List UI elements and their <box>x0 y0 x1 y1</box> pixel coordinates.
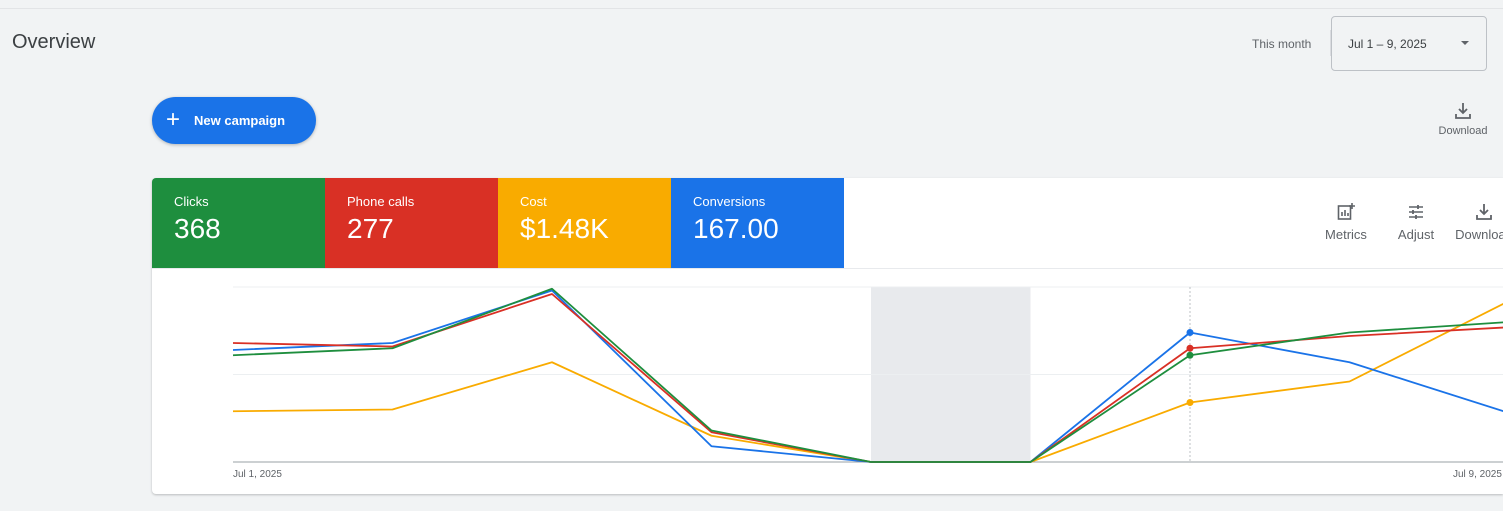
period-label: This month <box>1252 37 1312 51</box>
series-line <box>232 287 1503 463</box>
chart-download-button[interactable]: Download <box>1454 202 1503 242</box>
scorecard-value: 368 <box>174 213 221 244</box>
series-line <box>232 289 1503 463</box>
scorecard-clicks[interactable]: Clicks 368 <box>152 178 325 268</box>
top-divider <box>0 8 1503 9</box>
scorecard-label: Clicks <box>174 194 209 209</box>
new-campaign-button[interactable]: + New campaign <box>152 97 316 144</box>
adjust-button[interactable]: Adjust <box>1388 202 1444 242</box>
scorecard-value: 277 <box>347 213 394 244</box>
download-label: Download <box>1438 125 1488 137</box>
caret-down-icon <box>1461 41 1469 45</box>
card-divider <box>152 268 1503 269</box>
scorecard-conversions[interactable]: Conversions 167.00 <box>671 178 844 268</box>
scorecard-value: 167.00 <box>693 213 779 244</box>
scorecard-phone-calls[interactable]: Phone calls 277 <box>325 178 498 268</box>
series-line <box>232 303 1503 463</box>
x-tick-label: Jul 1, 2025 <box>233 469 282 480</box>
series-point <box>1186 329 1194 336</box>
date-range-value: Jul 1 – 9, 2025 <box>1348 36 1427 51</box>
new-campaign-label: New campaign <box>194 113 286 128</box>
plus-icon: + <box>166 105 181 133</box>
series-point <box>1186 399 1194 406</box>
download-icon <box>1476 204 1492 220</box>
performance-chart: Jul 1, 2025 Jul 9, 2025 <box>232 286 1503 480</box>
metrics-label: Metrics <box>1325 227 1367 242</box>
x-tick-label: Jul 9, 2025 <box>1453 469 1502 480</box>
metrics-button[interactable]: Metrics <box>1316 202 1376 242</box>
period-divider <box>1330 30 1331 56</box>
adjust-label: Adjust <box>1397 227 1435 242</box>
download-button[interactable]: Download <box>1428 101 1498 143</box>
scorecard-label: Phone calls <box>347 194 415 209</box>
scorecard-row: Clicks 368 Phone calls 277 Cost $1.48K C… <box>152 178 844 268</box>
scorecard-cost[interactable]: Cost $1.48K <box>498 178 671 268</box>
tune-icon <box>1409 205 1423 219</box>
series-point <box>1186 344 1194 352</box>
series-point <box>1186 351 1194 359</box>
date-range-select[interactable]: Jul 1 – 9, 2025 <box>1331 16 1487 71</box>
chart-download-label: Download <box>1455 227 1503 242</box>
scorecard-value: $1.48K <box>520 213 609 244</box>
scorecard-label: Cost <box>520 194 547 209</box>
scorecard-label: Conversions <box>693 194 766 209</box>
series-line <box>232 293 1503 463</box>
performance-card: Clicks 368 Phone calls 277 Cost $1.48K C… <box>152 178 1503 494</box>
download-icon <box>1455 103 1471 119</box>
add-chart-icon <box>1337 203 1355 220</box>
page-title: Overview <box>12 31 96 53</box>
